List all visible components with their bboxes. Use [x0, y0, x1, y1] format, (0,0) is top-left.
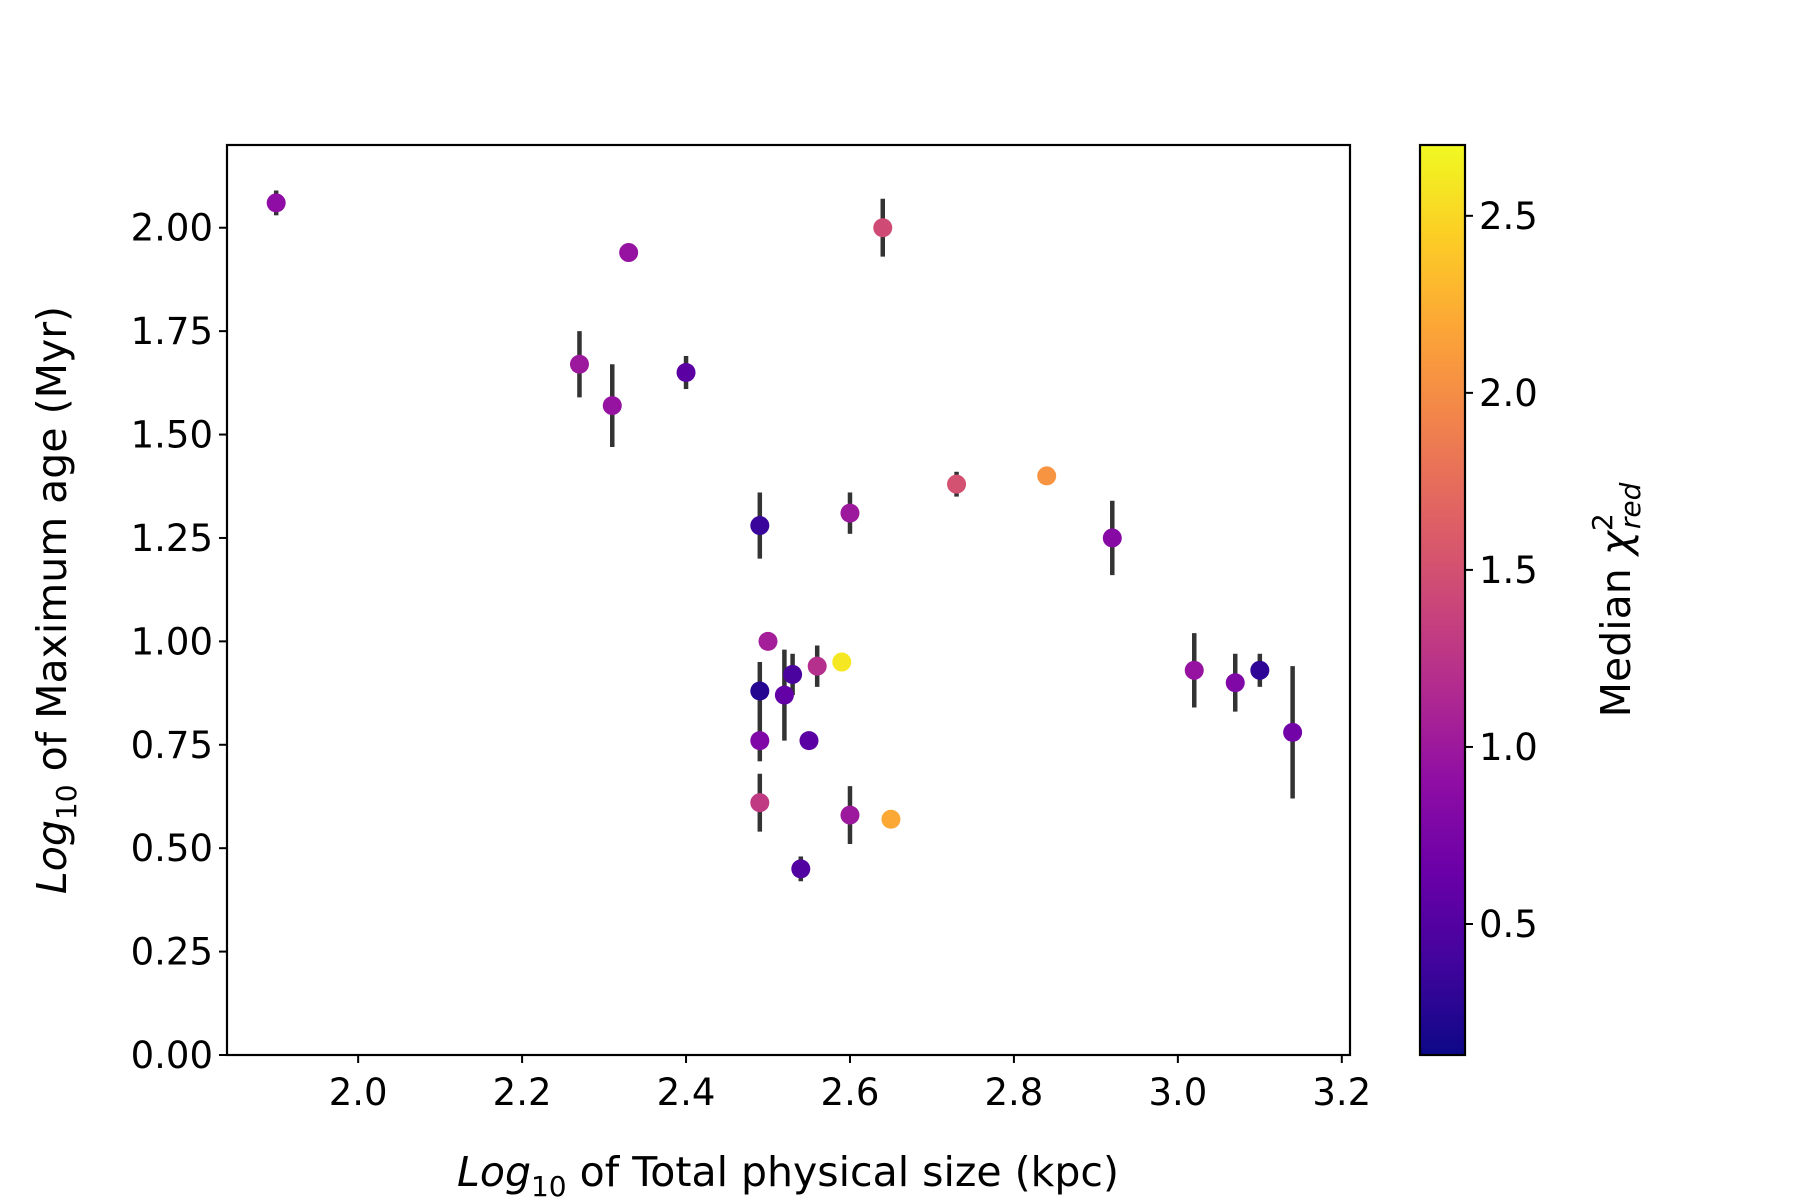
colorbar-label: Median χ2red — [1586, 482, 1647, 717]
x-tick-label: 3.0 — [1148, 1071, 1207, 1114]
scatter-point — [832, 652, 852, 672]
scatter-point — [750, 793, 770, 813]
scatter-point — [1102, 528, 1122, 548]
x-tick-label: 2.6 — [821, 1071, 880, 1114]
colorbar-ticks: 0.5 1.0 1.5 2.0 2.5 — [1465, 195, 1538, 946]
plot-frame — [225, 143, 1352, 1057]
colorbar-tick-label: 0.5 — [1479, 903, 1538, 946]
error-bars — [273, 190, 1295, 882]
scatter-point — [840, 805, 860, 825]
y-tick-label: 0.50 — [131, 827, 213, 870]
y-tick-label: 0.00 — [131, 1034, 213, 1077]
colorbar — [1418, 143, 1467, 1057]
x-axis-ticks: 2.0 2.2 2.4 2.6 2.8 3.0 3.2 — [329, 1055, 1371, 1114]
x-tick-label: 2.4 — [657, 1071, 716, 1114]
y-tick-label: 0.75 — [131, 724, 213, 767]
scatter-point — [750, 731, 770, 751]
y-tick-label: 1.75 — [131, 310, 213, 353]
scatter-point — [774, 685, 794, 705]
colorbar-tick-label: 1.0 — [1479, 726, 1538, 769]
y-axis-ticks: 0.00 0.25 0.50 0.75 1.00 1.25 1.50 1.75 2.00 — [131, 207, 227, 1077]
x-tick-label: 3.2 — [1312, 1071, 1371, 1114]
scatter-point — [873, 218, 893, 238]
scatter-point — [1225, 673, 1245, 693]
scatter-point — [619, 243, 639, 263]
scatter-point — [750, 681, 770, 701]
scatter-point — [266, 193, 286, 213]
scatter-point — [881, 809, 901, 829]
scatter-point — [783, 664, 803, 684]
scatter-point — [676, 363, 696, 382]
colorbar-tick-label: 1.5 — [1479, 549, 1538, 592]
x-axis-label: Log10 of Total physical size (kpc) — [457, 1148, 1119, 1200]
x-tick-label: 2.0 — [329, 1071, 388, 1114]
scatter-point — [807, 656, 827, 676]
colorbar-tick-label: 2.5 — [1479, 195, 1538, 238]
y-tick-label: 1.00 — [131, 620, 213, 663]
y-axis-label: Log10 of Maximum age (Myr) — [28, 306, 83, 894]
x-tick-label: 2.8 — [984, 1071, 1043, 1114]
scatter-point — [750, 516, 770, 536]
y-tick-label: 2.00 — [131, 207, 213, 250]
y-tick-label: 0.25 — [131, 931, 213, 974]
scatter-point — [758, 631, 778, 651]
scatter-point — [791, 859, 811, 879]
scatter-point — [799, 731, 819, 751]
scatter-point — [1250, 660, 1270, 680]
x-tick-label: 2.2 — [493, 1071, 552, 1114]
y-tick-label: 1.25 — [131, 517, 213, 560]
scatter-point — [569, 354, 589, 374]
scatter-point — [1037, 466, 1057, 486]
scatter-point — [1283, 722, 1303, 742]
scatter-point — [602, 396, 622, 416]
colorbar-tick-label: 2.0 — [1479, 372, 1538, 415]
scatter-point — [840, 503, 860, 523]
data-points — [266, 193, 1303, 879]
y-tick-label: 1.50 — [131, 414, 213, 457]
scatter-point — [1184, 660, 1204, 680]
scatter-point — [947, 474, 967, 494]
